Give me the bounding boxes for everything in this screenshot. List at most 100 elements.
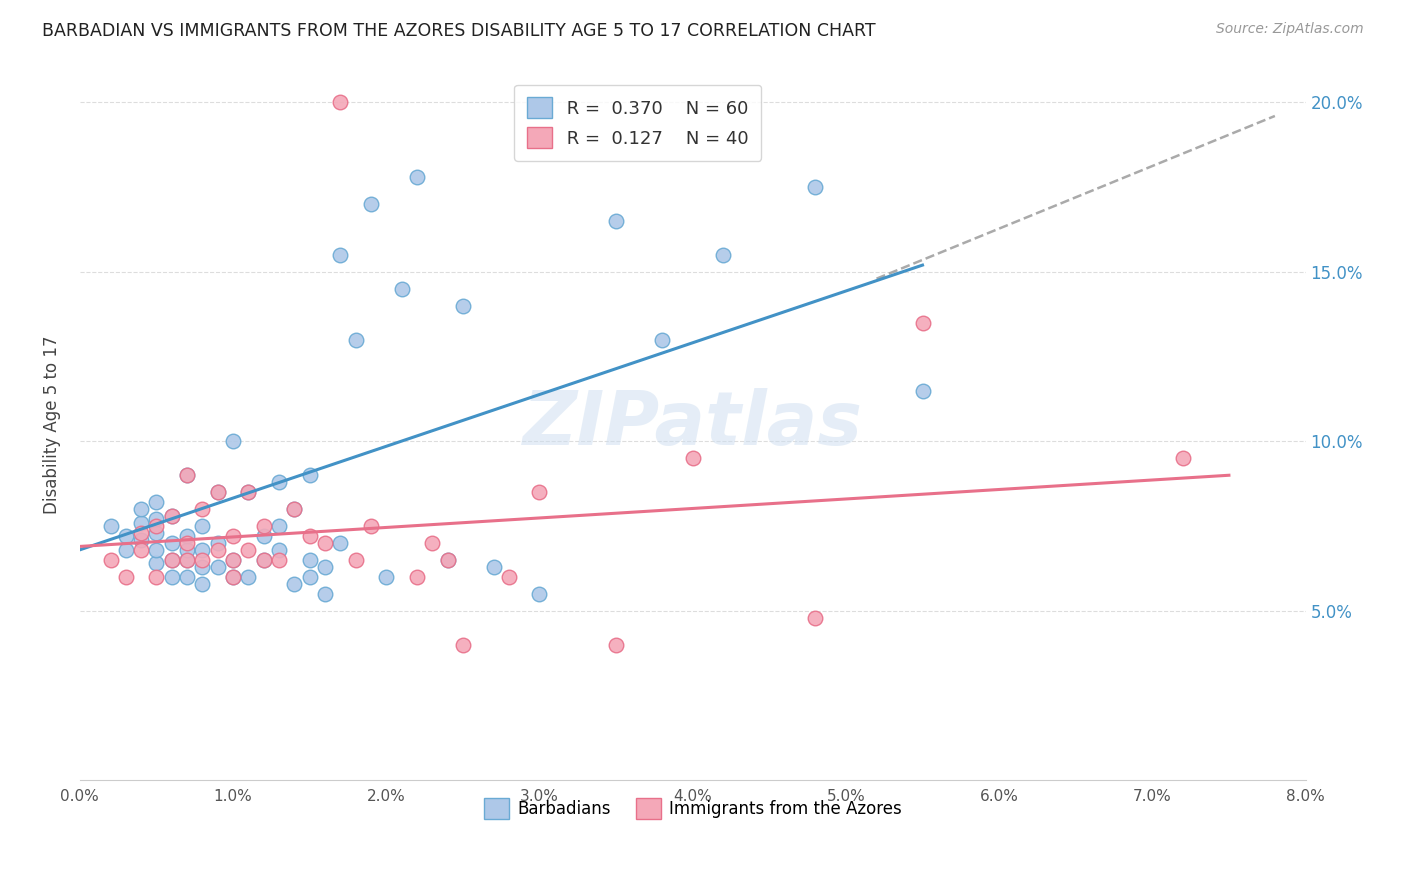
- Point: [298, 570, 321, 584]
- Point: [298, 553, 321, 567]
- Point: [176, 468, 198, 483]
- Point: [420, 536, 443, 550]
- Point: [100, 519, 122, 533]
- Point: [344, 553, 367, 567]
- Point: [238, 485, 260, 500]
- Point: [283, 576, 305, 591]
- Point: [145, 570, 167, 584]
- Point: [207, 542, 229, 557]
- Point: [605, 214, 627, 228]
- Point: [191, 502, 214, 516]
- Point: [329, 536, 352, 550]
- Point: [298, 468, 321, 483]
- Point: [267, 519, 290, 533]
- Point: [176, 570, 198, 584]
- Point: [605, 638, 627, 652]
- Point: [176, 529, 198, 543]
- Point: [176, 542, 198, 557]
- Point: [529, 587, 551, 601]
- Point: [176, 553, 198, 567]
- Point: [498, 570, 520, 584]
- Point: [451, 299, 474, 313]
- Point: [253, 553, 276, 567]
- Point: [804, 610, 827, 624]
- Point: [329, 95, 352, 110]
- Point: [238, 542, 260, 557]
- Point: [360, 519, 382, 533]
- Point: [436, 553, 458, 567]
- Point: [375, 570, 398, 584]
- Point: [160, 508, 183, 523]
- Point: [129, 525, 152, 540]
- Point: [191, 519, 214, 533]
- Point: [145, 519, 167, 533]
- Point: [160, 553, 183, 567]
- Point: [253, 529, 276, 543]
- Point: [222, 553, 245, 567]
- Point: [406, 169, 429, 184]
- Point: [191, 559, 214, 574]
- Point: [283, 502, 305, 516]
- Point: [682, 451, 704, 466]
- Point: [314, 587, 336, 601]
- Point: [191, 576, 214, 591]
- Point: [391, 282, 413, 296]
- Point: [129, 502, 152, 516]
- Point: [314, 536, 336, 550]
- Point: [114, 529, 136, 543]
- Point: [160, 570, 183, 584]
- Point: [176, 536, 198, 550]
- Point: [176, 468, 198, 483]
- Text: BARBADIAN VS IMMIGRANTS FROM THE AZORES DISABILITY AGE 5 TO 17 CORRELATION CHART: BARBADIAN VS IMMIGRANTS FROM THE AZORES …: [42, 22, 876, 40]
- Legend: Barbadians, Immigrants from the Azores: Barbadians, Immigrants from the Azores: [477, 792, 908, 825]
- Point: [222, 434, 245, 449]
- Point: [160, 536, 183, 550]
- Text: Source: ZipAtlas.com: Source: ZipAtlas.com: [1216, 22, 1364, 37]
- Point: [222, 553, 245, 567]
- Point: [911, 384, 934, 398]
- Point: [711, 248, 734, 262]
- Point: [191, 542, 214, 557]
- Point: [176, 553, 198, 567]
- Point: [145, 512, 167, 526]
- Point: [129, 516, 152, 530]
- Point: [100, 553, 122, 567]
- Point: [207, 485, 229, 500]
- Point: [529, 485, 551, 500]
- Point: [145, 557, 167, 571]
- Point: [160, 553, 183, 567]
- Point: [911, 316, 934, 330]
- Point: [222, 529, 245, 543]
- Point: [267, 542, 290, 557]
- Point: [145, 495, 167, 509]
- Point: [451, 638, 474, 652]
- Point: [283, 502, 305, 516]
- Point: [145, 525, 167, 540]
- Point: [360, 197, 382, 211]
- Point: [129, 542, 152, 557]
- Point: [114, 570, 136, 584]
- Point: [145, 542, 167, 557]
- Point: [436, 553, 458, 567]
- Point: [207, 485, 229, 500]
- Point: [160, 508, 183, 523]
- Point: [298, 529, 321, 543]
- Point: [207, 559, 229, 574]
- Y-axis label: Disability Age 5 to 17: Disability Age 5 to 17: [44, 335, 60, 514]
- Point: [482, 559, 505, 574]
- Point: [344, 333, 367, 347]
- Point: [253, 519, 276, 533]
- Text: ZIPatlas: ZIPatlas: [523, 388, 863, 461]
- Point: [207, 536, 229, 550]
- Point: [267, 553, 290, 567]
- Point: [329, 248, 352, 262]
- Point: [222, 570, 245, 584]
- Point: [314, 559, 336, 574]
- Point: [406, 570, 429, 584]
- Point: [267, 475, 290, 489]
- Point: [191, 553, 214, 567]
- Point: [222, 570, 245, 584]
- Point: [238, 485, 260, 500]
- Point: [238, 570, 260, 584]
- Point: [651, 333, 673, 347]
